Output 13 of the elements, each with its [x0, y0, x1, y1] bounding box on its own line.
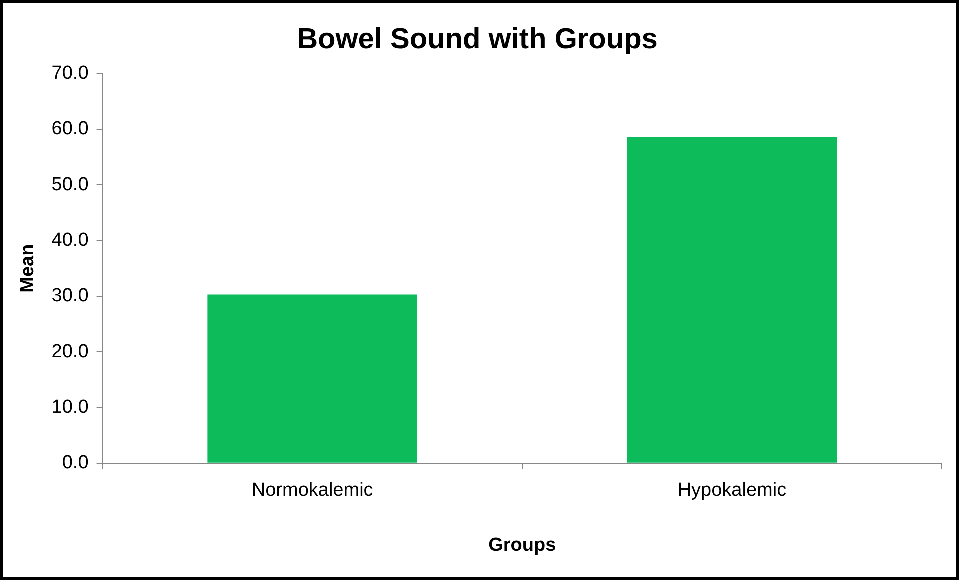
x-axis-title: Groups	[488, 534, 556, 556]
chart-title: Bowel Sound with Groups	[297, 23, 658, 56]
y-tick-label: 10.0	[52, 396, 89, 418]
y-tick-label: 70.0	[52, 63, 89, 84]
x-tick-label: Normokalemic	[252, 480, 374, 502]
y-tick-label: 40.0	[52, 230, 89, 252]
x-tick-label: Hypokalemic	[678, 480, 787, 502]
y-tick-label: 60.0	[52, 118, 89, 140]
y-tick-label: 0.0	[62, 452, 89, 474]
y-tick-label: 50.0	[52, 174, 89, 196]
y-tick-label: 30.0	[52, 286, 89, 307]
y-tick-label: 20.0	[52, 341, 89, 362]
y-axis-title: Mean	[18, 244, 39, 293]
